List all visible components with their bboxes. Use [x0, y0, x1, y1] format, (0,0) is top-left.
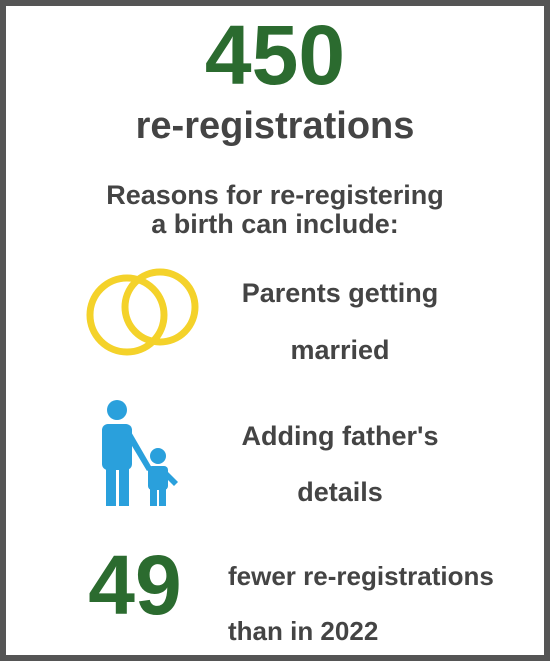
reason-text: details	[297, 477, 383, 507]
reason-text: Adding father's	[242, 421, 439, 451]
rings-icon	[86, 268, 199, 356]
change-text: fewer re-registrations	[228, 561, 494, 591]
reason-text: married	[290, 335, 389, 365]
headline-number: 450	[205, 8, 345, 102]
reason-text: Parents getting	[242, 278, 439, 308]
intro-line: a birth can include:	[151, 209, 399, 239]
change-number: 49	[88, 538, 181, 632]
family-icon	[102, 400, 178, 506]
change-text: than in 2022	[228, 616, 378, 646]
headline-label: re-registrations	[136, 105, 415, 147]
intro-line: Reasons for re-registering	[106, 180, 444, 210]
